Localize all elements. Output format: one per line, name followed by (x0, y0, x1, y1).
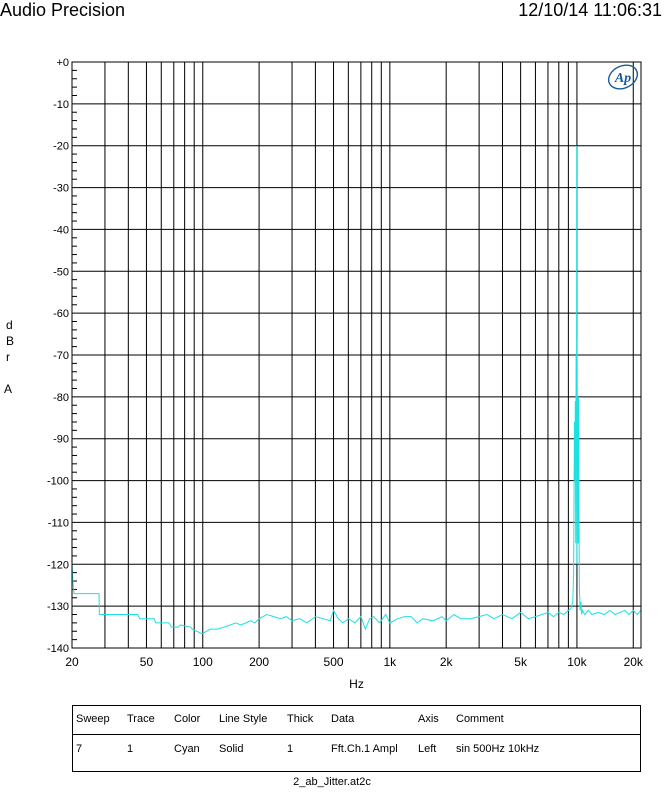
y-tick-label: +0 (56, 57, 69, 69)
legend-cell-data: Fft.Ch.1 Ampl (331, 743, 398, 755)
x-tick-label: 5k (514, 655, 528, 669)
y-tick-label: -70 (53, 350, 69, 362)
y-tick-label: -140 (47, 643, 69, 655)
plot-frame (71, 61, 642, 649)
y-tick-label: -30 (53, 183, 69, 195)
y-tick-labels: +0 -10 -20 -30 -40 -50 -60 -70 -80 -90 -100 -110 -12… (47, 57, 69, 655)
legend-header-color: Color (174, 713, 201, 725)
x-tick-label: 10k (567, 655, 587, 669)
legend-header-line-style: Line Style (219, 713, 268, 725)
y-tick-label: -80 (53, 392, 69, 404)
ap-logo-icon: Ap (607, 64, 639, 90)
legend-header-axis: Axis (418, 713, 439, 725)
legend-header-thick: Thick (287, 713, 314, 725)
legend-cell-comment: sin 500Hz 10kHz (456, 743, 540, 755)
y-axis-label-letter: B (6, 334, 15, 348)
legend-header-comment: Comment (456, 713, 504, 725)
x-axis-label: Hz (349, 677, 364, 691)
x-tick-labels: 20 50 100 200 500 1k 2k 5k 10k 20k (65, 655, 644, 669)
x-tick-label: 100 (193, 655, 213, 669)
y-axis-label-letter: d (6, 318, 13, 332)
y-tick-label: -110 (48, 517, 69, 529)
timestamp: 12/10/14 11:06:31 (518, 0, 662, 20)
y-tick-label: -90 (53, 434, 69, 446)
fft-plot: +0 -10 -20 -30 -40 -50 -60 -70 -80 -90 -100 -110 -12… (47, 57, 644, 691)
x-tick-label: 20 (65, 655, 79, 669)
legend-header-sweep: Sweep (76, 713, 110, 725)
legend-cell-color: Cyan (174, 743, 200, 755)
x-tick-label: 200 (249, 655, 269, 669)
y-tick-label: -120 (47, 559, 69, 571)
x-tick-label: 20k (624, 655, 644, 669)
legend-header-trace: Trace (127, 713, 155, 725)
x-tick-label: 2k (440, 655, 454, 669)
legend-header-data: Data (331, 713, 355, 725)
legend-table: Sweep Trace Color Line Style Thick Data … (72, 705, 641, 772)
y-axis-label-letter: r (6, 350, 10, 364)
legend-cell-trace: 1 (127, 743, 134, 755)
ap-logo-text: Ap (614, 71, 631, 86)
y-tick-label: -130 (47, 601, 69, 613)
minor-grid (72, 69, 77, 641)
x-tick-label: 50 (140, 655, 154, 669)
y-tick-label: -100 (47, 476, 69, 488)
series-line (71, 145, 642, 634)
legend-cell-line-style: Solid (219, 743, 244, 755)
legend-divider (73, 734, 640, 735)
app-title: Audio Precision (0, 0, 126, 20)
legend-cell-sweep: 7 (76, 743, 83, 755)
x-tick-label: 1k (384, 655, 398, 669)
y-tick-label: -40 (53, 224, 69, 236)
y-axis-label-letter: A (4, 382, 13, 396)
major-grid (72, 61, 641, 649)
legend-cell-thick: 1 (287, 743, 294, 755)
y-tick-label: -20 (53, 141, 69, 153)
legend-cell-axis: Left (418, 743, 437, 755)
x-tick-label: 500 (324, 655, 344, 669)
y-tick-label: -10 (53, 99, 69, 111)
y-tick-label: -60 (53, 308, 69, 320)
series-group (71, 145, 642, 634)
file-name: 2_ab_Jitter.at2c (293, 776, 371, 788)
y-tick-label: -50 (53, 266, 69, 278)
